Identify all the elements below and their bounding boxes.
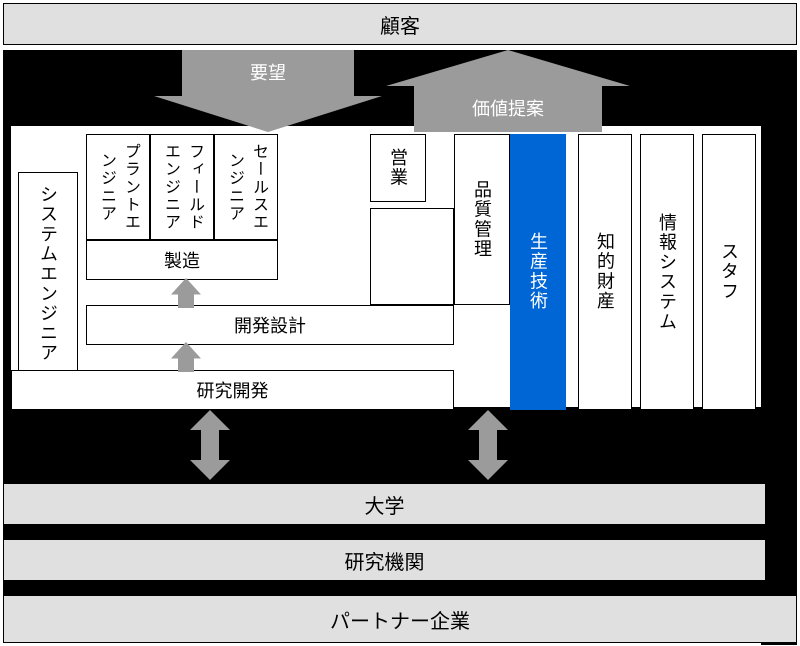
box-label-system_eng: システムエンジニア	[35, 185, 61, 363]
box-sales_eng: セールスエンジニア	[214, 134, 278, 240]
box-black_lower	[3, 407, 766, 483]
box-label-prod_tech: 生産技術	[525, 232, 551, 311]
box-l_bracket_v	[3, 126, 11, 433]
box-rnd: 研究開発	[11, 370, 454, 410]
box-qc_upper	[370, 208, 454, 305]
box-research_inst: 研究機関	[3, 539, 766, 581]
box-university: 大学	[3, 483, 766, 525]
box-staff: スタフ	[702, 134, 756, 410]
box-ip: 知的財産	[578, 134, 632, 410]
box-label-staff: スタフ	[716, 242, 742, 301]
box-label-dev_design: 開発設計	[234, 312, 306, 338]
box-label-rnd: 研究開発	[197, 377, 269, 403]
box-prod_tech: 生産技術	[510, 134, 566, 410]
box-quality: 品質管理	[454, 134, 510, 305]
box-partner: パートナー企業	[3, 595, 797, 643]
box-label-sales: 営業	[385, 148, 411, 188]
box-label-sales_eng: セールスエンジニア	[222, 135, 270, 239]
box-label-ip: 知的財産	[592, 232, 618, 311]
box-dev_design: 開発設計	[86, 305, 454, 345]
box-label-research_inst: 研究機関	[345, 546, 425, 575]
box-plant_eng: プラントエンジニア	[86, 134, 150, 240]
box-black_gap2	[3, 581, 766, 595]
box-infosys: 情報システム	[640, 134, 694, 410]
diagram-stage: 顧客システムエンジニア プラントエンジニアフィールドエンジニアセールスエンジニア製…	[0, 0, 800, 646]
box-label-partner: パートナー企業	[330, 605, 470, 634]
box-black_mid	[3, 50, 797, 126]
box-label-plant_eng: プラントエンジニア	[94, 135, 142, 239]
box-label-infosys: 情報システム	[654, 213, 680, 332]
box-field_eng: フィールドエンジニア	[150, 134, 214, 240]
box-system_eng: システムエンジニア	[18, 172, 78, 376]
box-r_bracket_v	[761, 126, 797, 645]
box-label-university: 大学	[365, 490, 405, 519]
box-customer: 顧客	[3, 3, 797, 45]
box-sales: 営業	[370, 134, 426, 202]
box-manufacture: 製造	[86, 240, 278, 280]
box-label-customer: 顧客	[380, 10, 420, 39]
box-black_gap1	[3, 525, 766, 539]
box-label-manufacture: 製造	[164, 247, 200, 273]
box-label-quality: 品質管理	[469, 180, 495, 259]
box-label-field_eng: フィールドエンジニア	[158, 135, 206, 239]
small-up-1-head	[171, 278, 201, 295]
